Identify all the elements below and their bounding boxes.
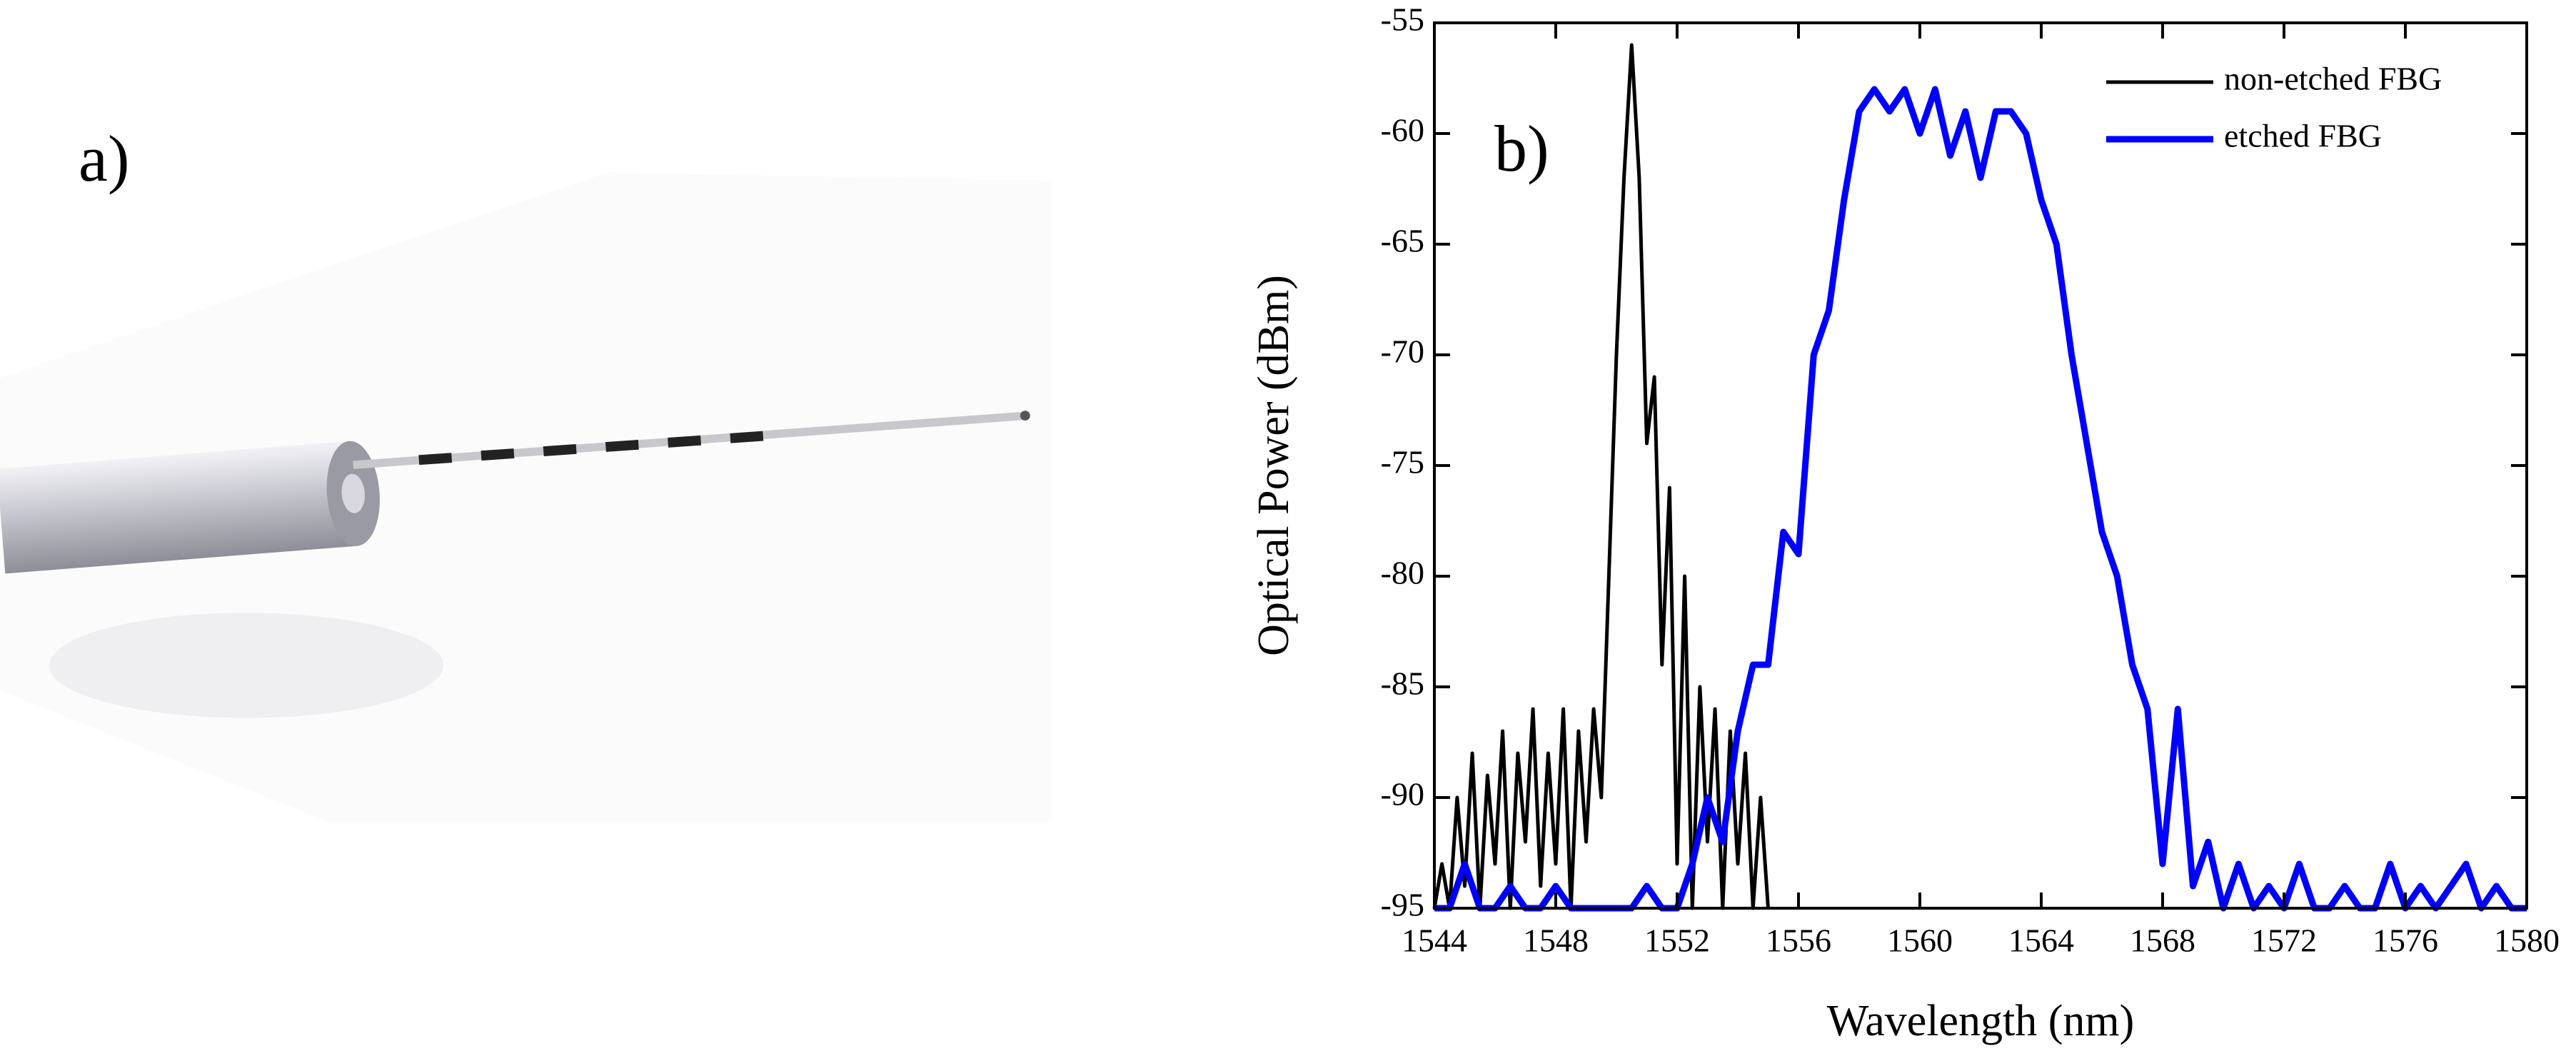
- x-tick-label: 1576: [2373, 922, 2438, 959]
- legend-label: etched FBG: [2224, 118, 2382, 154]
- panel-label: a): [79, 122, 129, 195]
- y-tick-label: -85: [1381, 665, 1424, 702]
- x-tick-label: 1552: [1644, 922, 1710, 959]
- series-line: [1434, 86, 2527, 912]
- legend-label: non-etched FBG: [2224, 61, 2442, 97]
- illustration: [0, 172, 1052, 822]
- y-tick-label: -90: [1381, 776, 1424, 813]
- x-tick-label: 1548: [1523, 922, 1589, 959]
- x-tick-label: 1544: [1402, 922, 1467, 959]
- y-tick-label: -55: [1381, 1, 1424, 38]
- x-tick-label: 1568: [2130, 922, 2195, 959]
- y-tick-label: -95: [1381, 887, 1424, 923]
- y-axis-title: Optical Power (dBm): [1249, 275, 1298, 656]
- y-tick-label: -80: [1381, 555, 1424, 591]
- fiber-tip: [1020, 411, 1030, 421]
- panel-label: b): [1494, 112, 1549, 185]
- x-tick-label: 1580: [2494, 922, 2560, 959]
- series-line: [1432, 43, 1770, 910]
- y-tick-label: -75: [1381, 444, 1424, 481]
- shadow: [49, 613, 444, 718]
- x-tick-label: 1556: [1766, 922, 1831, 959]
- y-tick-label: -60: [1381, 112, 1424, 149]
- x-tick-label: 1564: [2008, 922, 2074, 959]
- y-tick-label: -70: [1381, 333, 1424, 370]
- x-axis-title: Wavelength (nm): [1827, 997, 2135, 1045]
- y-tick-label: -65: [1381, 223, 1424, 259]
- x-tick-label: 1560: [1887, 922, 1953, 959]
- x-tick-label: 1572: [2251, 922, 2317, 959]
